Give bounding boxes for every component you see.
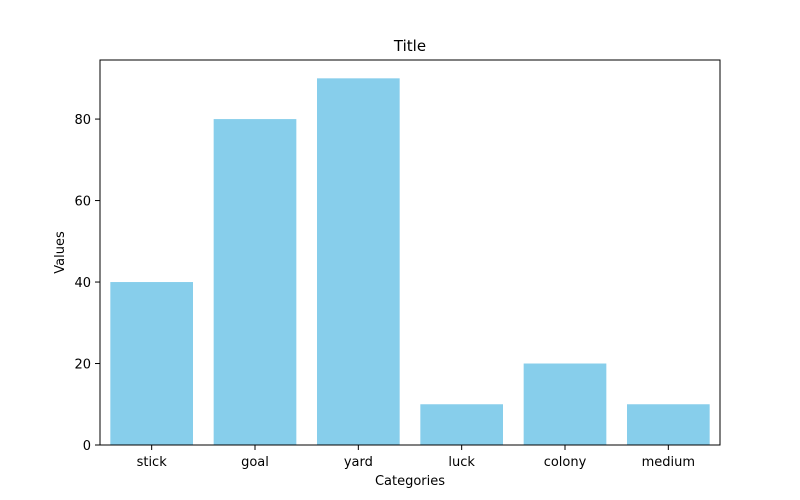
x-tick-label-stick: stick <box>137 455 168 470</box>
x-tick-label-luck: luck <box>448 455 475 470</box>
x-tick-label-medium: medium <box>642 455 695 470</box>
x-tick-label-yard: yard <box>344 455 373 470</box>
plot-frame <box>99 59 721 446</box>
y-axis-label: Values <box>53 231 68 274</box>
bar-luck <box>420 404 503 445</box>
y-tick-label-80: 80 <box>74 113 91 128</box>
bar-stick <box>110 282 193 445</box>
x-axis-label: Categories <box>375 474 445 489</box>
y-tick-label-60: 60 <box>74 195 91 210</box>
x-ticks-layer: stick goal yard luck colony medium <box>137 445 695 470</box>
bars-layer <box>110 78 710 446</box>
y-tick-label-0: 0 <box>83 439 91 454</box>
x-tick-label-colony: colony <box>544 455 587 470</box>
bar-yard <box>317 78 400 445</box>
y-tick-label-40: 40 <box>74 276 91 291</box>
bar-medium <box>627 404 710 445</box>
bar-goal <box>213 119 297 446</box>
chart-title: Title <box>393 37 426 55</box>
x-tick-label-goal: goal <box>241 455 269 470</box>
y-tick-label-20: 20 <box>74 358 91 373</box>
bar-colony <box>523 363 607 445</box>
y-ticks-layer: 0 20 40 60 80 <box>74 113 100 454</box>
